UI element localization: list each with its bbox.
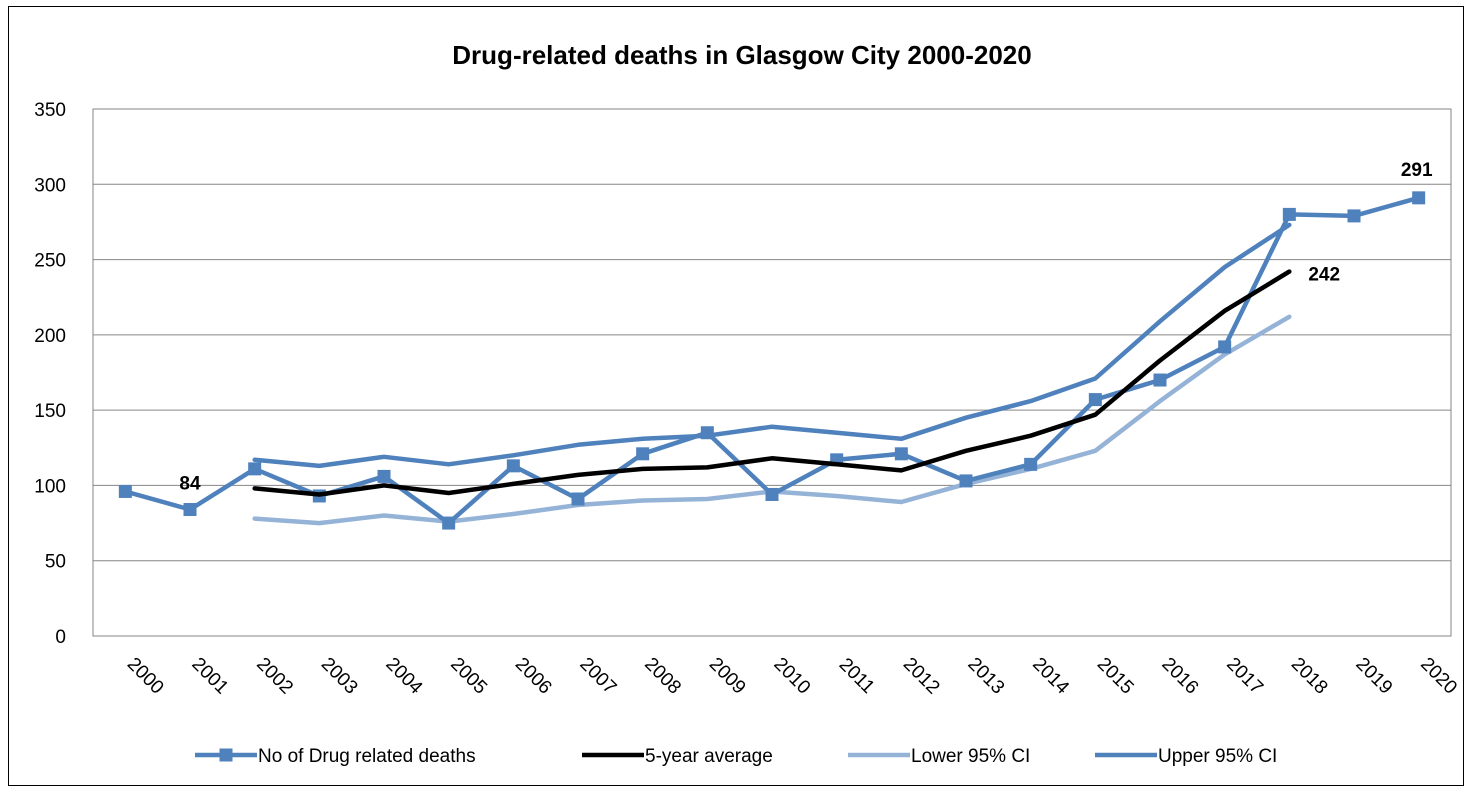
- data-point: [1347, 209, 1361, 223]
- data-point: [118, 484, 132, 498]
- x-tick-label: 2004: [382, 654, 427, 699]
- x-tick-label: 2006: [511, 654, 556, 699]
- legend-item-no-of-drug-related-deaths: No of Drug related deaths: [195, 746, 476, 767]
- y-tick-label: 150: [34, 401, 66, 422]
- x-tick-label: 2007: [576, 654, 621, 699]
- x-tick-label: 2017: [1222, 654, 1267, 699]
- x-tick-label: 2012: [899, 654, 944, 699]
- legend-marker: [219, 748, 233, 762]
- chart-frame: [8, 6, 1464, 786]
- data-point: [765, 487, 779, 501]
- x-tick-label: 2001: [188, 654, 233, 699]
- legend-label: 5-year average: [645, 746, 773, 767]
- legend-label: Lower 95% CI: [911, 746, 1030, 767]
- x-tick-label: 2013: [964, 654, 1009, 699]
- legend-item-lower-95-ci: Lower 95% CI: [848, 746, 1030, 767]
- legend-label: Upper 95% CI: [1158, 746, 1277, 767]
- y-axis-ticks: 0 50 100 150 200 250 300 350: [34, 100, 66, 648]
- data-point: [1088, 393, 1102, 407]
- y-tick-label: 100: [34, 476, 66, 497]
- x-axis-ticks: 2000 2001 2002 2003 2004 2005 2006 2007 2008 2009…: [123, 654, 1461, 699]
- data-point: [1153, 373, 1167, 387]
- grid-lines: [93, 183, 1451, 562]
- data-label: 84: [179, 474, 201, 495]
- x-tick-label: 2019: [1352, 654, 1397, 699]
- legend: No of Drug related deaths 5-year average L…: [195, 746, 1277, 767]
- data-point: [1218, 340, 1232, 354]
- data-labels: 84 242 291: [179, 160, 1433, 495]
- data-point: [1282, 207, 1296, 221]
- series-line-no-of-drug-related-deaths: [123, 195, 1421, 526]
- y-tick-label: 50: [45, 552, 66, 573]
- x-tick-label: 2016: [1158, 654, 1203, 699]
- y-tick-label: 0: [55, 627, 66, 648]
- data-point: [959, 474, 973, 488]
- y-tick-label: 200: [34, 326, 66, 347]
- legend-item-upper-95-ci: Upper 95% CI: [1095, 746, 1277, 767]
- data-point: [377, 469, 391, 483]
- legend-label: No of Drug related deaths: [258, 746, 476, 767]
- x-tick-label: 2015: [1093, 654, 1138, 699]
- series-line-5-year-average: [252, 269, 1292, 497]
- x-tick-label: 2018: [1287, 654, 1332, 699]
- x-tick-label: 2011: [835, 654, 879, 698]
- x-tick-label: 2000: [123, 654, 168, 699]
- y-tick-label: 350: [34, 100, 66, 121]
- y-tick-label: 250: [34, 251, 66, 272]
- x-tick-label: 2020: [1416, 654, 1461, 699]
- legend-item-5-year-average: 5-year average: [582, 746, 773, 767]
- x-tick-label: 2010: [770, 654, 815, 699]
- data-label: 291: [1401, 160, 1433, 181]
- data-point: [636, 447, 650, 461]
- data-point: [1412, 191, 1426, 205]
- data-label: 242: [1308, 265, 1340, 286]
- data-point: [442, 516, 456, 530]
- x-tick-label: 2005: [446, 654, 491, 699]
- series-lines: [118, 191, 1426, 530]
- x-tick-label: 2003: [317, 654, 362, 699]
- data-point: [248, 462, 262, 476]
- x-tick-label: 2009: [705, 654, 750, 699]
- x-tick-label: 2014: [1028, 654, 1073, 699]
- data-point: [894, 447, 908, 461]
- chart-title: Drug-related deaths in Glasgow City 2000…: [452, 40, 1031, 70]
- data-point: [1024, 457, 1038, 471]
- x-tick-label: 2008: [640, 654, 685, 699]
- data-point: [700, 426, 714, 440]
- data-point: [183, 503, 197, 517]
- data-point: [506, 459, 520, 473]
- y-tick-label: 300: [34, 175, 66, 196]
- data-point: [571, 492, 585, 506]
- series-line-upper-95-ci: [252, 222, 1292, 469]
- x-tick-label: 2002: [252, 654, 297, 699]
- plot-area: [92, 108, 1452, 637]
